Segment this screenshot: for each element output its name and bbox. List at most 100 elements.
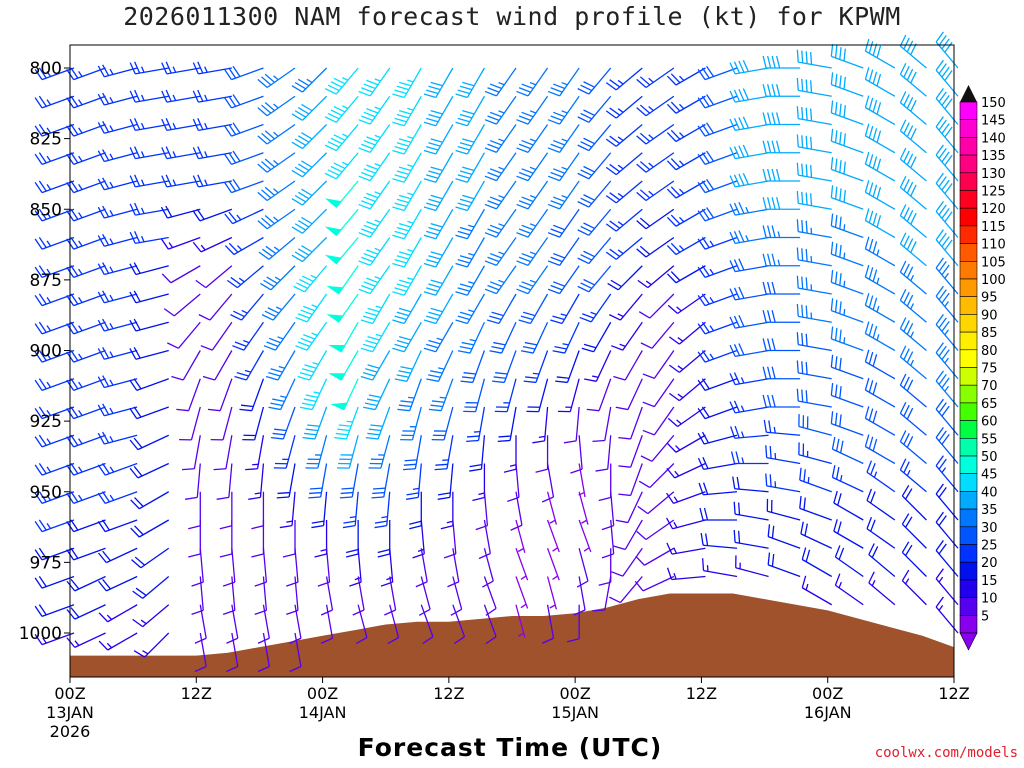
- wind-barb: [899, 288, 927, 323]
- wind-barb: [516, 67, 549, 97]
- wind-barbs: [34, 31, 959, 673]
- wind-barb: [667, 406, 706, 428]
- wind-barb: [729, 172, 769, 188]
- wind-barb: [484, 124, 517, 153]
- x-tick-date: 14JAN: [299, 703, 347, 722]
- wind-barb: [532, 406, 549, 444]
- colorbar-top-arrow: [960, 85, 977, 102]
- wind-barb: [291, 237, 328, 263]
- wind-barb: [129, 290, 169, 304]
- wind-barb: [762, 394, 801, 408]
- wind-barb: [866, 488, 896, 521]
- wind-barb: [161, 146, 201, 160]
- wind-barb: [224, 236, 264, 256]
- colorbar-swatch: [959, 137, 978, 156]
- wind-barb: [242, 406, 265, 441]
- wind-barb: [563, 406, 580, 444]
- colorbar-label: 55: [981, 432, 998, 447]
- wind-barb: [762, 281, 801, 295]
- wind-barb: [864, 123, 896, 154]
- wind-barb: [666, 152, 706, 171]
- colorbar-label: 110: [981, 238, 1006, 253]
- wind-barb: [605, 237, 643, 260]
- wind-barb: [516, 180, 549, 210]
- wind-barb: [601, 519, 615, 559]
- wind-barb: [161, 118, 201, 132]
- colorbar-swatch: [959, 384, 978, 404]
- wind-barb: [392, 321, 422, 353]
- wind-barb: [578, 519, 592, 553]
- wind-barb: [34, 462, 75, 476]
- wind-barb: [226, 265, 264, 289]
- colorbar-swatch: [959, 473, 978, 492]
- wind-barb: [34, 321, 75, 335]
- wind-barb: [611, 547, 643, 577]
- wind-barb: [515, 548, 529, 581]
- wind-barb: [901, 541, 927, 577]
- wind-barb: [729, 144, 769, 160]
- credit-text: coolwx.com/models: [874, 745, 1018, 761]
- colorbar-label: 30: [981, 521, 998, 536]
- y-tick-label: 975: [30, 553, 62, 573]
- wind-barb: [423, 124, 454, 155]
- wind-barb: [295, 293, 328, 323]
- wind-barb: [392, 95, 422, 127]
- wind-barb: [392, 67, 422, 99]
- colorbar-swatch: [959, 260, 978, 280]
- wind-barb: [129, 262, 169, 276]
- wind-barb: [605, 152, 643, 176]
- wind-barb: [423, 95, 454, 127]
- wind-barb: [899, 204, 927, 238]
- wind-barb: [577, 124, 612, 152]
- wind-barb: [866, 516, 896, 549]
- wind-barb: [289, 632, 302, 673]
- colorbar-label: 10: [981, 592, 998, 607]
- wind-barb: [634, 575, 675, 592]
- wind-barb: [799, 467, 832, 493]
- ground-fill: [70, 593, 954, 677]
- wind-barb: [163, 293, 201, 317]
- wind-barb: [577, 237, 612, 265]
- wind-barb: [129, 146, 169, 160]
- wind-barb: [434, 435, 454, 471]
- wind-barb: [392, 293, 422, 325]
- wind-barb: [160, 236, 201, 250]
- wind-barb: [668, 378, 706, 402]
- surface-ground-layer: [70, 593, 954, 677]
- wind-barb: [392, 124, 422, 155]
- wind-barb: [66, 632, 106, 648]
- wind-barb: [901, 569, 927, 606]
- wind-barb: [697, 406, 738, 420]
- wind-barb: [97, 92, 138, 106]
- wind-barb: [541, 463, 555, 503]
- wind-barb: [515, 604, 526, 638]
- wind-barb: [699, 507, 737, 521]
- wind-barb: [423, 67, 454, 99]
- wind-barb: [798, 414, 832, 436]
- wind-barb: [392, 208, 422, 240]
- wind-barb: [637, 491, 675, 515]
- wind-barb: [516, 237, 549, 266]
- wind-barb: [299, 378, 328, 411]
- wind-barb: [697, 431, 738, 445]
- wind-barb: [469, 435, 486, 472]
- wind-barb: [557, 378, 580, 413]
- wind-barb: [729, 258, 769, 273]
- colorbar-label: 140: [981, 131, 1006, 146]
- wind-barb: [216, 463, 233, 500]
- wind-barb: [864, 349, 896, 380]
- wind-barb: [423, 180, 454, 212]
- colorbar-label: 70: [981, 379, 998, 394]
- plot-frame: [69, 44, 955, 678]
- wind-barb: [796, 190, 832, 210]
- wind-barb: [224, 208, 264, 225]
- wind-barb: [697, 265, 738, 278]
- wind-barb: [577, 152, 612, 180]
- wind-barb: [864, 293, 896, 323]
- colorbar-swatch: [959, 331, 978, 351]
- wind-barb: [762, 366, 801, 380]
- wind-barb: [455, 95, 485, 127]
- wind-barb: [607, 265, 643, 291]
- wind-barb: [192, 89, 232, 103]
- wind-barb: [555, 350, 580, 384]
